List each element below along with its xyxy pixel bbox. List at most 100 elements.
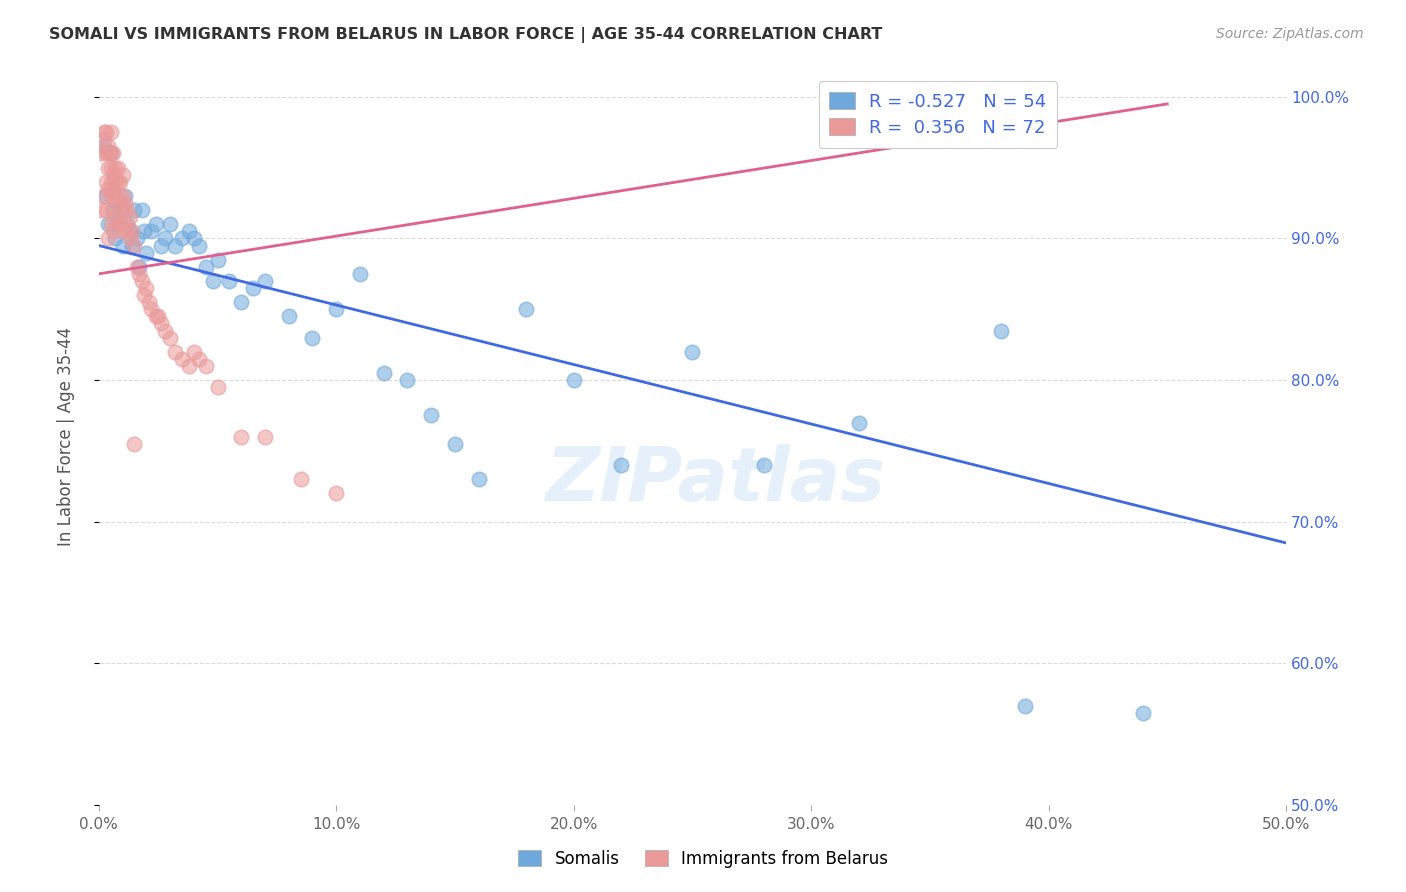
Point <box>107 217 129 231</box>
Point <box>139 224 162 238</box>
Point <box>752 458 775 472</box>
Point <box>290 472 312 486</box>
Point <box>231 295 253 310</box>
Point <box>100 146 122 161</box>
Point <box>101 146 124 161</box>
Point <box>94 203 117 218</box>
Point <box>111 238 134 252</box>
Point <box>104 211 127 225</box>
Legend: R = -0.527   N = 54, R =  0.356   N = 72: R = -0.527 N = 54, R = 0.356 N = 72 <box>818 81 1057 148</box>
Point <box>187 238 209 252</box>
Point <box>108 217 131 231</box>
Text: Source: ZipAtlas.com: Source: ZipAtlas.com <box>1216 27 1364 41</box>
Point <box>1132 706 1154 720</box>
Point <box>135 245 157 260</box>
Point <box>277 310 299 324</box>
Point <box>125 231 148 245</box>
Point <box>108 175 131 189</box>
Point <box>118 224 141 238</box>
Point <box>100 175 122 189</box>
Point <box>101 182 124 196</box>
Point <box>170 231 193 245</box>
Point <box>163 238 186 252</box>
Point <box>218 274 240 288</box>
Point <box>177 224 200 238</box>
Point <box>131 203 153 218</box>
Point <box>124 203 146 218</box>
Point <box>121 238 143 252</box>
Point <box>107 175 129 189</box>
Point <box>253 430 276 444</box>
Text: SOMALI VS IMMIGRANTS FROM BELARUS IN LABOR FORCE | AGE 35-44 CORRELATION CHART: SOMALI VS IMMIGRANTS FROM BELARUS IN LAB… <box>49 27 883 43</box>
Point <box>94 125 117 139</box>
Point <box>90 203 112 218</box>
Point <box>94 175 117 189</box>
Point <box>207 380 229 394</box>
Point <box>93 139 115 153</box>
Point <box>149 238 172 252</box>
Point <box>117 203 139 218</box>
Point <box>104 175 127 189</box>
Point <box>145 217 167 231</box>
Point <box>194 260 217 274</box>
Point <box>111 189 134 203</box>
Point <box>159 330 181 344</box>
Point <box>107 161 129 175</box>
Point <box>396 373 419 387</box>
Point <box>515 302 537 317</box>
Point <box>97 146 120 161</box>
Point <box>104 161 127 175</box>
Point <box>125 260 148 274</box>
Point <box>111 224 134 238</box>
Point <box>1014 698 1036 713</box>
Point <box>349 267 371 281</box>
Point <box>117 224 139 238</box>
Point <box>325 486 347 500</box>
Point <box>124 238 146 252</box>
Point <box>101 224 124 238</box>
Point <box>132 224 155 238</box>
Point <box>107 196 129 211</box>
Point <box>420 409 443 423</box>
Point <box>108 189 131 203</box>
Point <box>183 344 205 359</box>
Point <box>100 217 122 231</box>
Point <box>138 295 160 310</box>
Legend: Somalis, Immigrants from Belarus: Somalis, Immigrants from Belarus <box>512 844 894 875</box>
Point <box>201 274 224 288</box>
Point <box>207 252 229 267</box>
Y-axis label: In Labor Force | Age 35-44: In Labor Force | Age 35-44 <box>58 327 75 546</box>
Point <box>163 344 186 359</box>
Point <box>301 330 323 344</box>
Point <box>107 217 129 231</box>
Point <box>94 189 117 203</box>
Point <box>325 302 347 317</box>
Point <box>97 182 120 196</box>
Point <box>93 189 115 203</box>
Point <box>128 267 150 281</box>
Point <box>177 359 200 373</box>
Point <box>118 231 141 245</box>
Point <box>114 189 136 203</box>
Point <box>681 344 703 359</box>
Point <box>231 430 253 444</box>
Point <box>155 324 177 338</box>
Point <box>100 189 122 203</box>
Point <box>111 168 134 182</box>
Point <box>183 231 205 245</box>
Point <box>124 437 146 451</box>
Point <box>444 437 467 451</box>
Point <box>187 351 209 366</box>
Point <box>97 231 120 245</box>
Point <box>90 146 112 161</box>
Point <box>100 161 122 175</box>
Point <box>97 161 120 175</box>
Point <box>562 373 585 387</box>
Point <box>131 274 153 288</box>
Point <box>114 196 136 211</box>
Point <box>848 416 870 430</box>
Point <box>170 351 193 366</box>
Point <box>117 217 139 231</box>
Point <box>121 224 143 238</box>
Point <box>155 231 177 245</box>
